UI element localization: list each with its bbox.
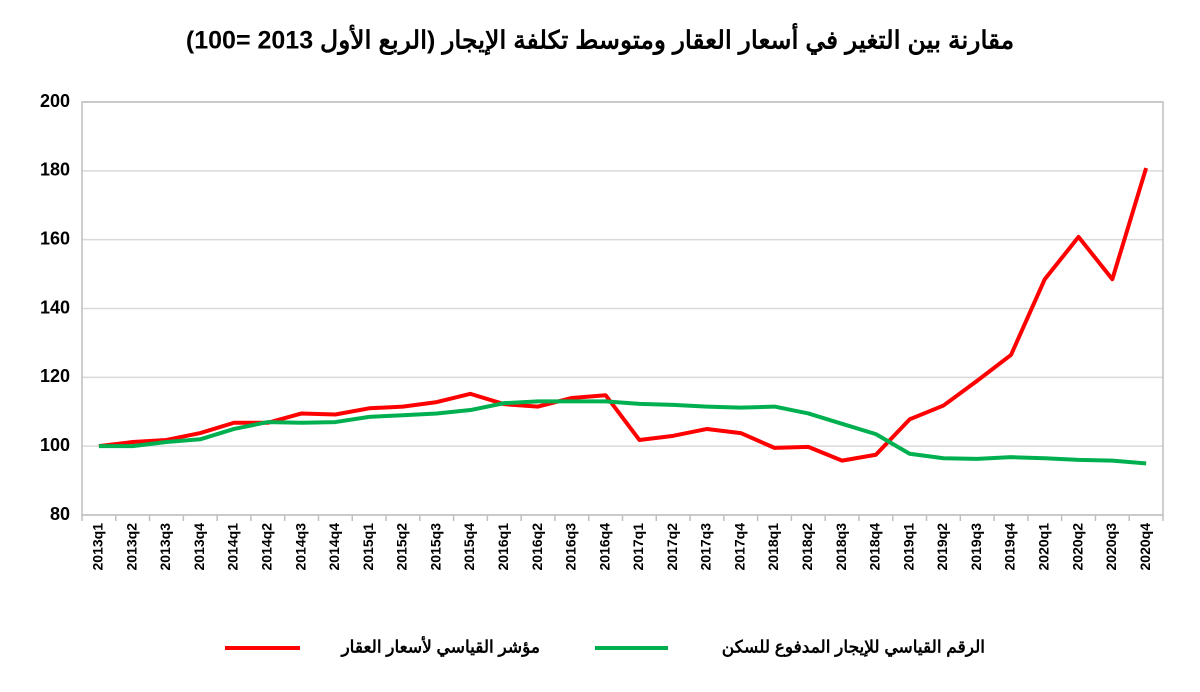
x-tick-label: 2020q4 <box>1137 523 1153 571</box>
x-tick-label: 2015q3 <box>427 523 443 571</box>
x-tick-label: 2014q2 <box>259 523 275 571</box>
x-tick-label: 2013q3 <box>157 523 173 571</box>
x-tick-label: 2020q2 <box>1069 523 1085 571</box>
x-tick-label: 2018q2 <box>799 523 815 571</box>
legend-label: الرقم القياسي للإيجار المدفوع للسكن <box>722 637 985 657</box>
x-tick-label: 2020q1 <box>1035 523 1051 571</box>
x-tick-label: 2020q3 <box>1103 523 1119 571</box>
x-tick-label: 2014q4 <box>326 523 342 571</box>
x-tick-label: 2013q2 <box>123 523 139 571</box>
x-tick-label: 2014q3 <box>292 523 308 571</box>
y-tick-label: 120 <box>40 366 70 386</box>
x-tick-label: 2018q1 <box>765 523 781 571</box>
y-tick-label: 180 <box>40 160 70 180</box>
x-tick-label: 2018q3 <box>833 523 849 571</box>
x-tick-label: 2015q4 <box>461 523 477 571</box>
x-tick-label: 2013q4 <box>191 523 207 571</box>
x-tick-label: 2016q3 <box>563 523 579 571</box>
x-tick-label: 2016q4 <box>596 523 612 571</box>
legend-label: مؤشر القياسي لأسعار العقار <box>339 635 540 657</box>
x-tick-label: 2017q1 <box>630 523 646 571</box>
x-tick-label: 2017q2 <box>664 523 680 571</box>
x-tick-label: 2018q4 <box>867 523 883 571</box>
x-tick-label: 2019q2 <box>934 523 950 571</box>
x-tick-label: 2015q2 <box>394 523 410 571</box>
y-tick-label: 140 <box>40 297 70 317</box>
x-tick-label: 2013q1 <box>90 523 106 571</box>
data-line <box>98 167 1149 463</box>
x-tick-label: 2017q3 <box>698 523 714 571</box>
x-tick-label: 2019q4 <box>1002 523 1018 571</box>
x-tick-label: 2017q4 <box>731 523 747 571</box>
x-tick-label: 2014q1 <box>225 523 241 571</box>
data-line <box>98 399 1147 466</box>
x-tick-label: 2016q1 <box>495 523 511 571</box>
y-tick-label: 100 <box>40 435 70 455</box>
x-tick-label: 2019q1 <box>900 523 916 571</box>
x-tick-label: 2015q1 <box>360 523 376 571</box>
x-tick-label: 2019q3 <box>968 523 984 571</box>
y-tick-label: 80 <box>50 504 70 524</box>
chart-title: مقارنة بين التغير في أسعار العقار ومتوسط… <box>186 22 1014 56</box>
x-tick-label: 2016q2 <box>529 523 545 571</box>
y-tick-label: 160 <box>40 228 70 248</box>
y-tick-label: 200 <box>40 91 70 111</box>
